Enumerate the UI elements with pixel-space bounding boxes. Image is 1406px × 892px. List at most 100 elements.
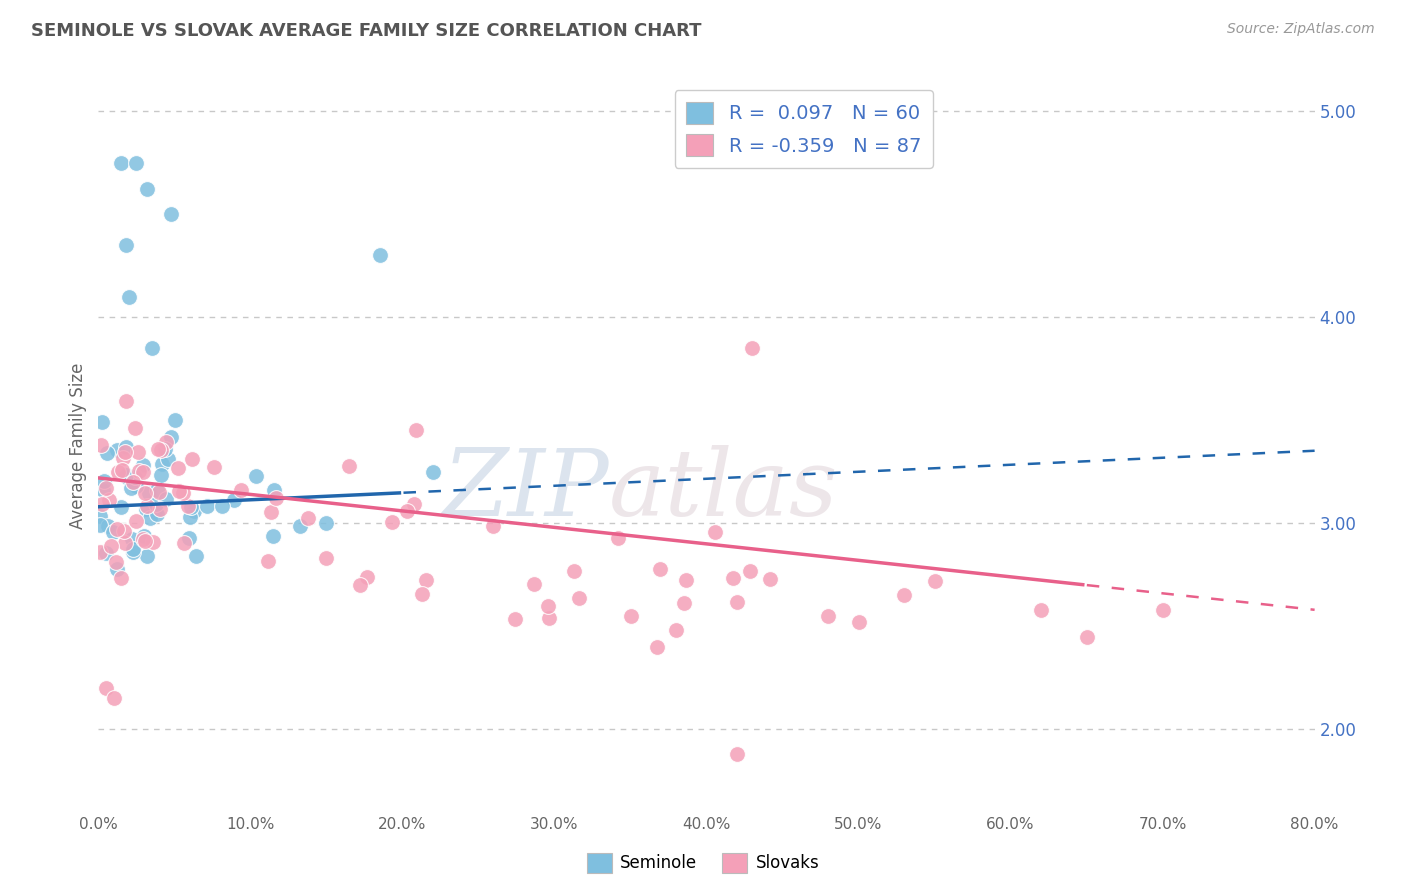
Point <box>183 504 205 518</box>
Point <box>396 504 419 518</box>
Point <box>107 465 129 479</box>
Point <box>114 445 136 459</box>
Point <box>145 497 167 511</box>
Point <box>167 461 190 475</box>
Point <box>110 155 132 169</box>
Y-axis label: Average Family Size: Average Family Size <box>69 363 87 529</box>
Point <box>173 536 195 550</box>
Point <box>125 155 148 169</box>
Point <box>124 470 146 484</box>
Point <box>368 248 391 262</box>
Point <box>112 450 135 465</box>
Point <box>93 474 115 488</box>
Point <box>759 572 782 586</box>
Point <box>673 596 696 610</box>
Point <box>115 440 138 454</box>
Point <box>537 599 560 613</box>
Point <box>110 500 132 515</box>
Point <box>229 483 252 498</box>
Point <box>415 573 437 587</box>
Point <box>725 594 748 608</box>
Text: atlas: atlas <box>609 445 839 535</box>
Point <box>110 571 132 585</box>
Point <box>121 475 143 489</box>
Point <box>155 491 177 506</box>
Point <box>89 545 111 559</box>
Point <box>155 434 177 449</box>
Point <box>125 514 148 528</box>
Point <box>120 481 142 495</box>
Point <box>163 413 186 427</box>
Point <box>482 519 505 533</box>
Legend: Seminole, Slovaks: Seminole, Slovaks <box>581 847 825 880</box>
Point <box>115 394 138 409</box>
Point <box>315 516 337 530</box>
Point <box>647 640 669 654</box>
Point <box>381 516 404 530</box>
Point <box>149 443 172 458</box>
Point <box>1076 630 1098 644</box>
Point <box>211 499 233 513</box>
Point <box>155 442 177 456</box>
Point <box>564 565 586 579</box>
Text: SEMINOLE VS SLOVAK AVERAGE FAMILY SIZE CORRELATION CHART: SEMINOLE VS SLOVAK AVERAGE FAMILY SIZE C… <box>31 22 702 40</box>
Point <box>738 565 761 579</box>
Point <box>179 510 201 524</box>
Point <box>160 207 183 221</box>
Point <box>675 573 697 587</box>
Point <box>125 479 148 493</box>
Point <box>297 511 319 525</box>
Point <box>160 430 183 444</box>
Point <box>817 609 839 624</box>
Point <box>184 549 207 564</box>
Point <box>148 442 170 456</box>
Point <box>131 532 153 546</box>
Point <box>128 464 150 478</box>
Legend: R =  0.097   N = 60, R = -0.359   N = 87: R = 0.097 N = 60, R = -0.359 N = 87 <box>675 90 934 168</box>
Point <box>114 536 136 550</box>
Point <box>127 445 149 459</box>
Point <box>97 492 120 507</box>
Point <box>136 182 159 196</box>
Point <box>149 468 172 483</box>
Point <box>723 571 745 585</box>
Point <box>260 505 283 519</box>
Point <box>1029 603 1052 617</box>
Point <box>337 458 360 473</box>
Point <box>138 486 160 500</box>
Point <box>195 499 218 513</box>
Point <box>91 497 114 511</box>
Point <box>91 483 114 497</box>
Point <box>97 519 120 533</box>
Point <box>105 443 128 458</box>
Point <box>172 486 194 500</box>
Point <box>177 531 200 545</box>
Point <box>157 452 180 467</box>
Point <box>105 555 128 569</box>
Point <box>135 501 157 516</box>
Point <box>146 507 169 521</box>
Point <box>142 535 165 549</box>
Point <box>117 471 139 485</box>
Point <box>263 483 285 498</box>
Point <box>118 290 141 304</box>
Point <box>122 542 145 557</box>
Point <box>177 500 200 514</box>
Point <box>402 497 425 511</box>
Point <box>90 438 112 452</box>
Point <box>96 446 118 460</box>
Point <box>405 423 427 437</box>
Point <box>180 500 202 515</box>
Point <box>100 539 122 553</box>
Point <box>222 493 245 508</box>
Point <box>893 588 915 602</box>
Point <box>703 524 725 539</box>
Point <box>315 550 337 565</box>
Point <box>131 465 153 479</box>
Point <box>101 524 124 539</box>
Point <box>107 522 129 536</box>
Point <box>114 238 136 252</box>
Point <box>134 533 156 548</box>
Point <box>665 624 688 638</box>
Point <box>411 587 433 601</box>
